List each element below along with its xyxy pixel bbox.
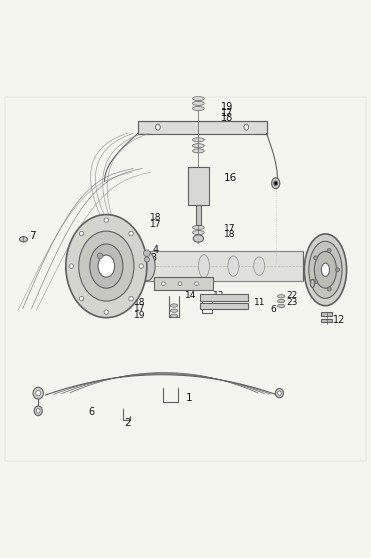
Text: 8: 8 — [91, 251, 97, 261]
Ellipse shape — [193, 97, 204, 100]
Text: 3: 3 — [151, 253, 157, 263]
Ellipse shape — [335, 268, 339, 272]
Ellipse shape — [278, 300, 285, 303]
Ellipse shape — [195, 282, 198, 286]
Ellipse shape — [161, 282, 165, 286]
Text: 22: 22 — [287, 291, 298, 300]
Ellipse shape — [327, 248, 331, 253]
Text: 17: 17 — [220, 108, 233, 118]
Ellipse shape — [313, 256, 318, 260]
Bar — [200, 295, 248, 301]
Ellipse shape — [170, 309, 178, 312]
Bar — [75, 252, 303, 281]
Text: 11: 11 — [254, 298, 265, 307]
Ellipse shape — [193, 225, 204, 229]
Bar — [196, 205, 201, 224]
Ellipse shape — [144, 250, 150, 257]
Text: 17: 17 — [150, 220, 161, 229]
Ellipse shape — [193, 138, 204, 142]
Text: 19: 19 — [134, 311, 145, 320]
Ellipse shape — [34, 406, 42, 416]
Ellipse shape — [313, 280, 318, 283]
Ellipse shape — [36, 408, 40, 413]
Ellipse shape — [193, 149, 204, 153]
Ellipse shape — [138, 252, 155, 281]
Ellipse shape — [321, 263, 329, 276]
Ellipse shape — [193, 230, 204, 234]
Text: 19: 19 — [220, 102, 233, 112]
Ellipse shape — [79, 231, 134, 301]
Ellipse shape — [170, 314, 178, 318]
Text: 4: 4 — [152, 246, 158, 255]
Ellipse shape — [228, 256, 239, 276]
Ellipse shape — [98, 255, 115, 277]
Ellipse shape — [278, 295, 285, 298]
Ellipse shape — [254, 257, 265, 275]
Text: 2: 2 — [125, 417, 131, 427]
Ellipse shape — [272, 178, 280, 189]
Bar — [138, 121, 266, 133]
Ellipse shape — [104, 218, 109, 222]
Ellipse shape — [178, 282, 182, 286]
Ellipse shape — [244, 124, 249, 130]
Ellipse shape — [193, 143, 204, 148]
Ellipse shape — [310, 280, 315, 287]
Ellipse shape — [69, 264, 73, 268]
Text: 18: 18 — [224, 230, 236, 239]
Ellipse shape — [278, 304, 285, 307]
Ellipse shape — [156, 124, 160, 130]
Bar — [321, 319, 332, 323]
Ellipse shape — [275, 388, 283, 398]
Text: 6: 6 — [270, 305, 276, 314]
Text: 18: 18 — [220, 113, 233, 123]
Ellipse shape — [129, 296, 133, 301]
Ellipse shape — [97, 253, 103, 258]
Ellipse shape — [198, 254, 210, 277]
Text: 18: 18 — [150, 213, 161, 223]
Ellipse shape — [129, 232, 133, 236]
Ellipse shape — [139, 264, 144, 268]
Ellipse shape — [304, 234, 347, 306]
Bar — [321, 312, 332, 316]
Bar — [188, 167, 209, 205]
Bar — [154, 277, 213, 290]
Text: 14: 14 — [185, 291, 197, 300]
Text: 7: 7 — [29, 230, 36, 240]
Ellipse shape — [314, 252, 336, 288]
Ellipse shape — [278, 391, 281, 396]
Ellipse shape — [193, 235, 204, 242]
Bar — [200, 304, 248, 309]
Ellipse shape — [144, 257, 150, 262]
Ellipse shape — [19, 237, 27, 242]
Text: 23: 23 — [287, 298, 298, 307]
Ellipse shape — [170, 304, 178, 307]
Ellipse shape — [90, 244, 123, 288]
Ellipse shape — [104, 310, 109, 314]
Ellipse shape — [79, 232, 84, 236]
Text: 16: 16 — [224, 173, 237, 182]
Text: 21: 21 — [316, 280, 329, 290]
Text: 12: 12 — [333, 315, 345, 325]
Text: 18: 18 — [134, 298, 145, 307]
Text: 13: 13 — [213, 291, 224, 300]
Text: 17: 17 — [224, 224, 236, 233]
Text: 6: 6 — [88, 407, 94, 417]
Ellipse shape — [274, 181, 278, 185]
Ellipse shape — [36, 391, 40, 396]
Ellipse shape — [33, 387, 43, 399]
Ellipse shape — [193, 102, 204, 105]
Ellipse shape — [309, 241, 342, 299]
Ellipse shape — [193, 107, 204, 110]
Text: 17: 17 — [134, 304, 145, 313]
Ellipse shape — [66, 215, 147, 318]
Ellipse shape — [79, 296, 84, 301]
Text: 1: 1 — [186, 393, 192, 402]
Ellipse shape — [327, 287, 331, 291]
